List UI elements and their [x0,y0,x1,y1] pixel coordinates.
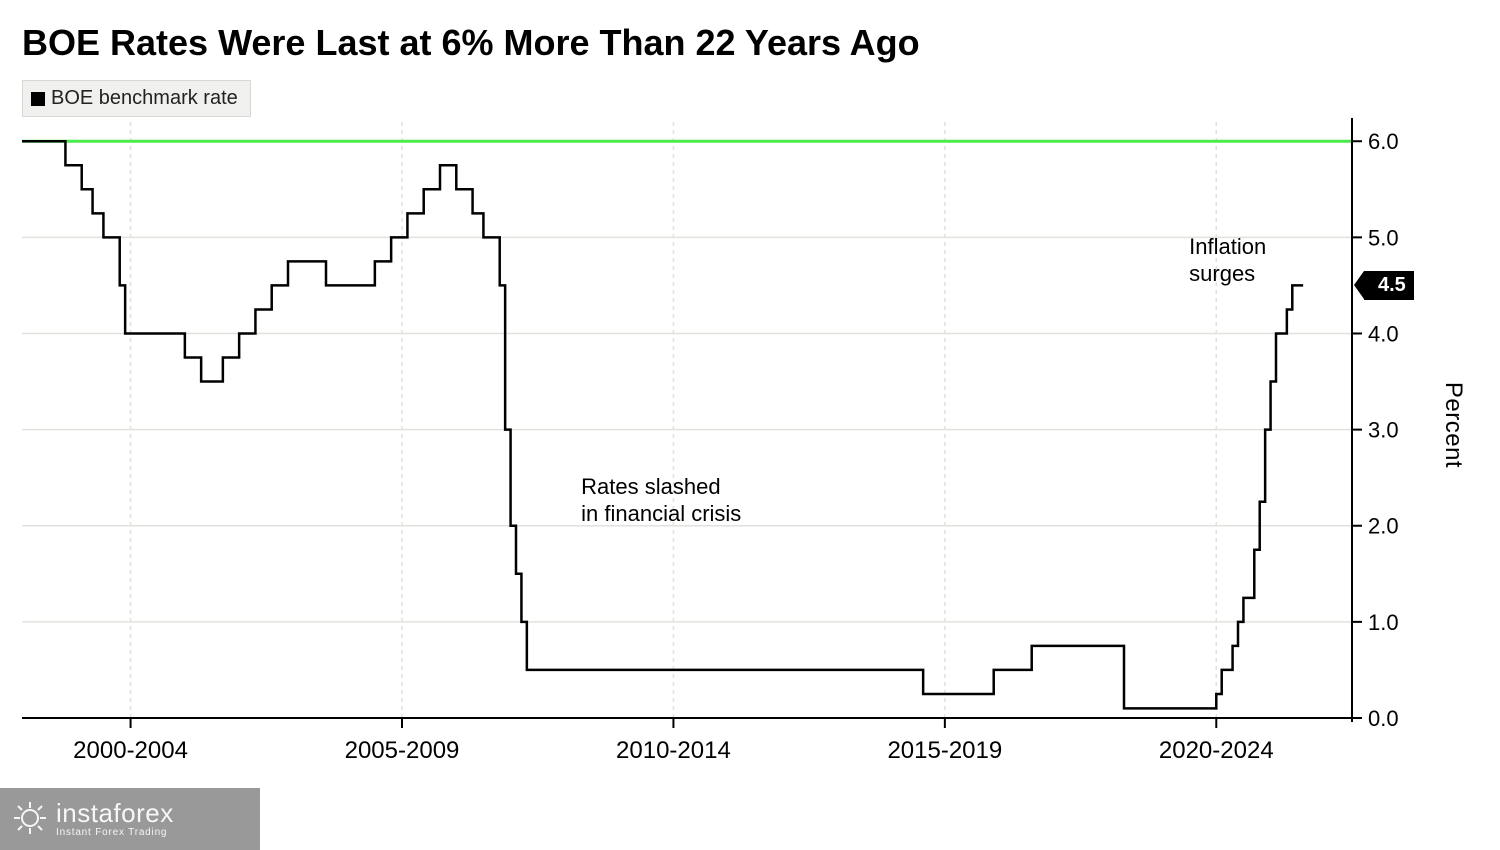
callout-value: 4.5 [1378,274,1406,297]
annotation-financial-crisis: Rates slashed in financial crisis [581,473,741,528]
svg-text:4.0: 4.0 [1368,321,1399,346]
chart-svg: 0.0 1.0 2.0 3.0 4.0 5.0 6.0 2000-2004 2005-2009 2… [22,78,1422,768]
svg-text:5.0: 5.0 [1368,225,1399,250]
y-axis-title: Percent [1439,382,1467,468]
svg-text:2000-2004: 2000-2004 [73,737,188,764]
svg-text:2020-2024: 2020-2024 [1159,737,1274,764]
watermark-text: instaforex [56,798,174,828]
watermark-subtext: Instant Forex Trading [56,827,174,838]
chart-area: 0.0 1.0 2.0 3.0 4.0 5.0 6.0 2000-2004 2005-2009 2… [22,78,1422,768]
svg-text:2015-2019: 2015-2019 [887,737,1002,764]
svg-text:6.0: 6.0 [1368,129,1399,154]
svg-text:2010-2014: 2010-2014 [616,737,731,764]
annotation-inflation-surges: Inflation surges [1189,233,1266,288]
svg-text:0.0: 0.0 [1368,706,1399,731]
svg-text:3.0: 3.0 [1368,418,1399,443]
current-value-callout: 4.5 [1364,271,1414,300]
svg-text:1.0: 1.0 [1368,610,1399,635]
watermark-icon [12,800,48,836]
chart-title: BOE Rates Were Last at 6% More Than 22 Y… [22,22,920,64]
svg-text:2005-2009: 2005-2009 [345,737,460,764]
svg-text:2.0: 2.0 [1368,514,1399,539]
watermark: instaforex Instant Forex Trading [12,798,174,838]
